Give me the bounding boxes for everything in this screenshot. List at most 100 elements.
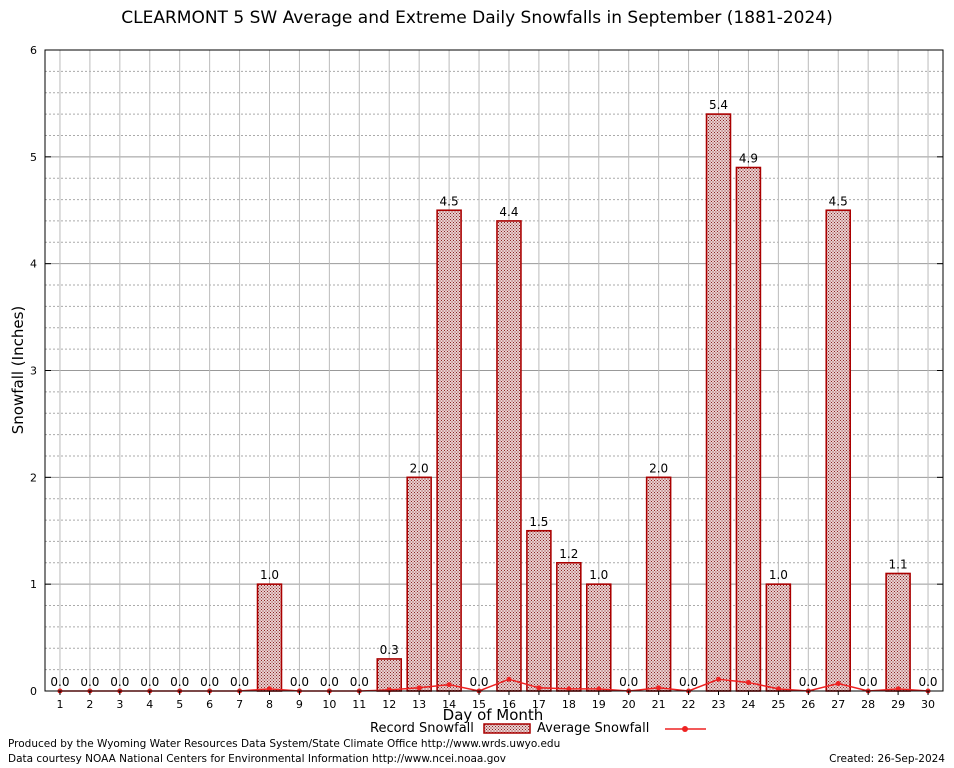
- data-label: 0.0: [350, 675, 369, 689]
- y-tick-label: 3: [30, 365, 37, 378]
- x-tick-label: 15: [472, 698, 486, 711]
- record-bar: [705, 113, 732, 692]
- record-bar: [585, 583, 612, 692]
- x-tick-label: 12: [382, 698, 396, 711]
- x-tick-label: 14: [442, 698, 456, 711]
- average-point: [446, 682, 452, 688]
- data-label: 0.0: [170, 675, 189, 689]
- data-label: 1.1: [889, 557, 908, 571]
- average-point: [506, 676, 512, 682]
- x-tick-label: 3: [116, 698, 123, 711]
- record-bar: [256, 583, 283, 692]
- legend-record-label: Record Snowfall: [370, 721, 474, 736]
- average-point: [536, 685, 542, 691]
- data-label: 0.0: [230, 675, 249, 689]
- footer-data-courtesy: Data courtesy NOAA National Centers for …: [8, 753, 507, 765]
- legend-average-marker: [682, 726, 688, 732]
- average-point: [267, 686, 272, 692]
- x-tick-label: 30: [921, 698, 935, 711]
- record-bar: [376, 658, 403, 692]
- x-tick-label: 19: [592, 698, 606, 711]
- x-tick-label: 9: [296, 698, 303, 711]
- record-bars: [256, 113, 911, 692]
- data-label: 0.0: [320, 675, 339, 689]
- x-tick-label: 11: [352, 698, 366, 711]
- record-bar: [735, 166, 762, 692]
- x-tick-label: 26: [801, 698, 815, 711]
- data-label: 5.4: [709, 98, 728, 112]
- record-bar: [526, 529, 552, 692]
- y-tick-label: 0: [30, 685, 37, 698]
- data-label: 4.4: [499, 205, 518, 219]
- data-label: 0.0: [200, 675, 219, 689]
- average-point: [835, 681, 841, 687]
- average-point: [596, 686, 602, 692]
- record-bar: [436, 209, 462, 692]
- x-tick-label: 20: [622, 698, 636, 711]
- data-label: 0.0: [50, 675, 69, 689]
- data-label: 0.0: [619, 675, 638, 689]
- average-point: [716, 676, 721, 682]
- data-label: 1.0: [260, 568, 279, 582]
- data-label: 1.0: [589, 568, 608, 582]
- x-tick-label: 2: [86, 698, 93, 711]
- x-tick-label: 5: [176, 698, 183, 711]
- chart-title: CLEARMONT 5 SW Average and Extreme Daily…: [121, 8, 833, 28]
- x-tick-label: 17: [532, 698, 546, 711]
- data-label: 0.0: [80, 675, 99, 689]
- x-tick-label: 25: [771, 698, 785, 711]
- data-labels: 0.0 0.0 0.0 0.0 0.0 0.0 0.0 1.0 0.0 0.0 0.0 0.3 2.0 4…: [50, 98, 937, 689]
- grid: [45, 50, 943, 691]
- x-tick-label: 10: [322, 698, 336, 711]
- record-bar: [885, 572, 911, 692]
- data-label: 4.5: [440, 194, 459, 208]
- average-point: [775, 686, 781, 692]
- data-label: 0.0: [110, 675, 129, 689]
- data-label: 0.0: [290, 675, 309, 689]
- x-tick-label: 1: [56, 698, 63, 711]
- average-point: [416, 685, 422, 691]
- x-tick-label: 24: [741, 698, 755, 711]
- data-label: 0.3: [380, 643, 399, 657]
- data-label: 0.0: [469, 675, 488, 689]
- legend-swatches: [483, 723, 706, 734]
- average-point: [656, 685, 662, 691]
- average-point: [566, 686, 572, 692]
- data-label: 1.2: [559, 547, 578, 561]
- x-tick-label: 8: [266, 698, 273, 711]
- record-bar: [765, 583, 792, 692]
- x-tick-label: 7: [236, 698, 243, 711]
- record-bar: [496, 220, 522, 692]
- data-label: 2.0: [410, 461, 429, 475]
- record-bar: [556, 561, 582, 692]
- record-bar: [406, 476, 432, 692]
- y-tick-label: 4: [30, 258, 37, 271]
- legend-average-label: Average Snowfall: [537, 721, 650, 736]
- data-label: 1.5: [529, 515, 548, 529]
- legend-record-swatch: [483, 723, 531, 734]
- data-label: 0.0: [859, 675, 878, 689]
- data-label: 2.0: [649, 461, 668, 475]
- x-axis-label: Day of Month: [442, 706, 544, 724]
- footer-produced-by: Produced by the Wyoming Water Resources …: [8, 738, 561, 750]
- x-tick-label: 23: [712, 698, 726, 711]
- x-tick-label: 22: [682, 698, 696, 711]
- data-label: 0.0: [140, 675, 159, 689]
- x-tick-label: 27: [831, 698, 845, 711]
- x-tick-label: 29: [891, 698, 905, 711]
- y-tick-label: 6: [30, 44, 37, 57]
- x-tick-label: 16: [502, 698, 516, 711]
- average-point: [745, 679, 751, 685]
- footer-created: Created: 26-Sep-2024: [829, 753, 945, 765]
- data-label: 0.0: [799, 675, 818, 689]
- y-tick-label: 1: [30, 578, 37, 591]
- x-tick-label: 18: [562, 698, 576, 711]
- x-tick-label: 21: [652, 698, 666, 711]
- average-point: [895, 686, 901, 692]
- data-label: 4.9: [739, 152, 758, 166]
- x-tick-label: 28: [861, 698, 875, 711]
- y-tick-label: 5: [30, 151, 37, 164]
- data-label: 4.5: [829, 194, 848, 208]
